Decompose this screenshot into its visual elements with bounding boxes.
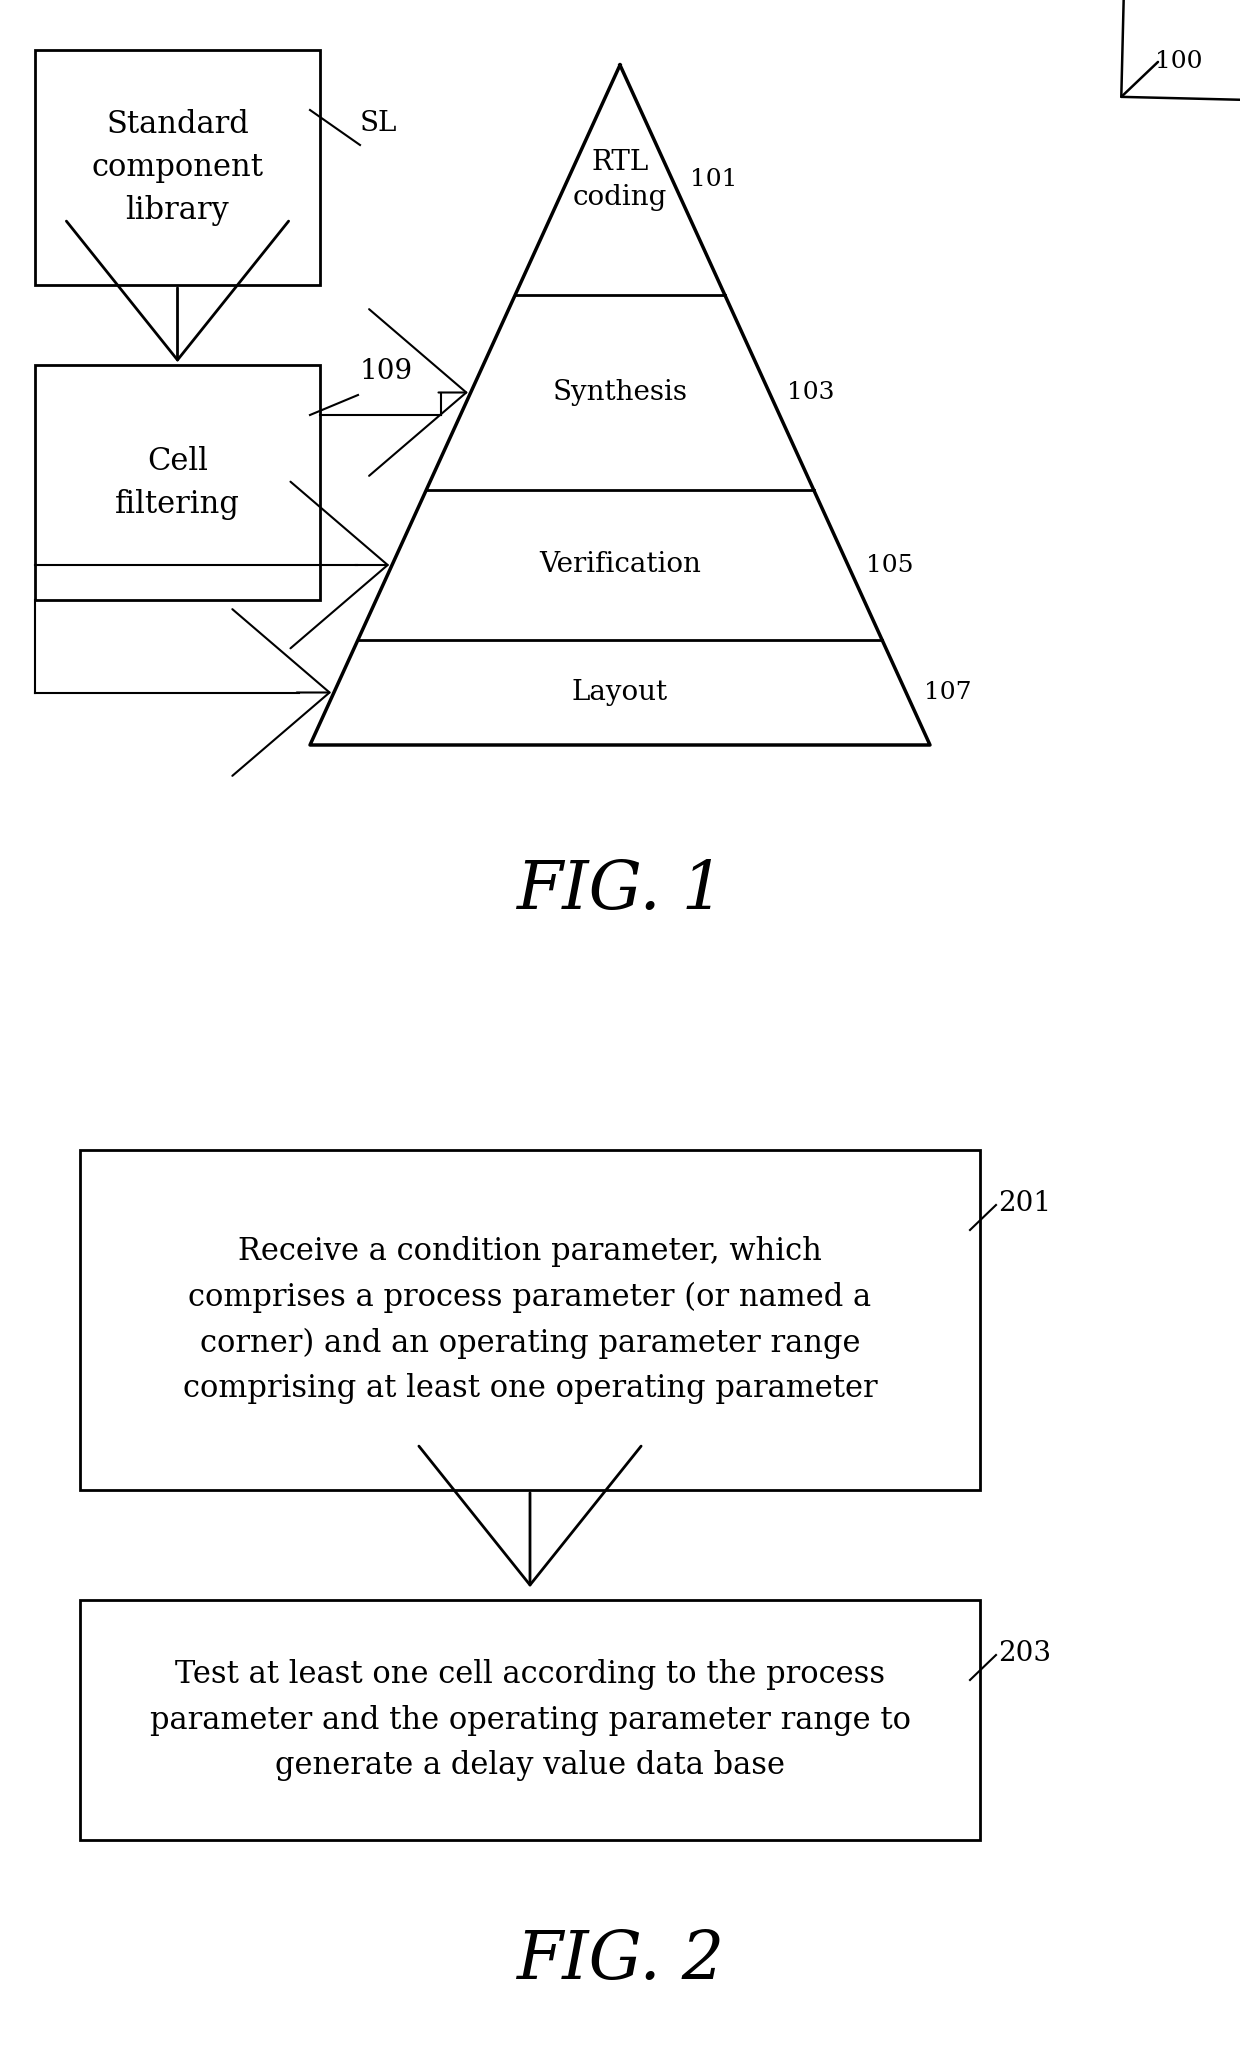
Text: Layout: Layout (572, 680, 668, 707)
Text: 100: 100 (1154, 50, 1203, 72)
Bar (35, 50, 320, 285)
Bar (35, 366, 320, 599)
Bar (81, 1599, 980, 1841)
Text: Cell
filtering: Cell filtering (115, 446, 239, 519)
Text: Test at least one cell according to the process
parameter and the operating para: Test at least one cell according to the … (150, 1659, 910, 1781)
Text: 101: 101 (691, 169, 738, 192)
Text: FIG. 1: FIG. 1 (516, 857, 724, 924)
Text: Standard
component
library: Standard component library (92, 109, 263, 225)
Text: Synthesis: Synthesis (553, 378, 687, 407)
Text: 105: 105 (866, 554, 914, 576)
Text: 107: 107 (924, 682, 972, 705)
Text: FIG. 2: FIG. 2 (516, 1928, 724, 1992)
Text: 203: 203 (998, 1640, 1052, 1667)
Text: SL: SL (360, 109, 397, 136)
Text: 103: 103 (787, 380, 835, 405)
Text: Receive a condition parameter, which
comprises a process parameter (or named a
c: Receive a condition parameter, which com… (182, 1235, 878, 1405)
Text: RTL
coding: RTL coding (573, 149, 667, 211)
Bar (81, 1151, 980, 1490)
Text: 109: 109 (360, 357, 413, 384)
Text: 201: 201 (998, 1190, 1052, 1217)
Text: Verification: Verification (539, 552, 701, 578)
